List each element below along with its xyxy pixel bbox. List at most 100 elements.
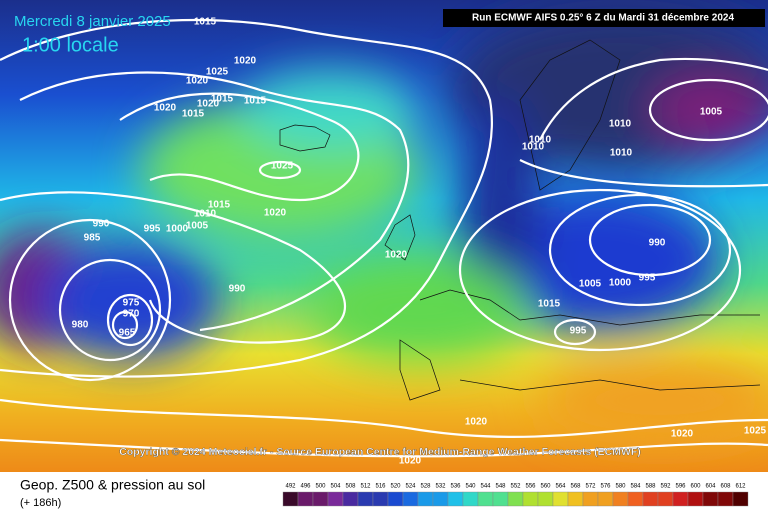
colorbar-label: 500 xyxy=(315,484,326,490)
colorbar-swatch xyxy=(717,491,734,507)
colorbar-label: 560 xyxy=(540,484,551,490)
colorbar-label: 520 xyxy=(390,484,401,490)
isobar-label: 1015 xyxy=(208,200,231,211)
colorbar-label: 544 xyxy=(480,484,491,490)
isobar-label: 1020 xyxy=(264,208,287,219)
isobar-label: 985 xyxy=(84,233,101,244)
isobar-label: 1025 xyxy=(744,426,767,437)
isobar-label: 1020 xyxy=(671,429,694,440)
colorbar-swatch xyxy=(282,491,299,507)
isobar-label: 1020 xyxy=(399,456,422,467)
isobar-label: 1020 xyxy=(465,417,488,428)
colorbar-swatch xyxy=(702,491,719,507)
isobar-label: 1010 xyxy=(609,119,632,130)
footer-lead: (+ 186h) xyxy=(20,497,61,509)
colorbar-swatch xyxy=(597,491,614,507)
colorbar-label: 572 xyxy=(585,484,596,490)
colorbar-swatch xyxy=(492,491,509,507)
colorbar-swatch xyxy=(507,491,524,507)
colorbar-swatch xyxy=(657,491,674,507)
colorbar-label: 532 xyxy=(435,484,446,490)
isobar-label: 1000 xyxy=(609,278,632,289)
isobar-label: 980 xyxy=(72,320,89,331)
colorbar-label: 580 xyxy=(615,484,626,490)
colorbar-label: 576 xyxy=(600,484,611,490)
isobars xyxy=(0,18,768,458)
colorbar-swatch xyxy=(342,491,359,507)
isobar-label: 995 xyxy=(570,326,587,337)
colorbar-label: 540 xyxy=(465,484,476,490)
colorbar: 492 496 500 504 508 512 516 520 524 528 532 536 540 5… xyxy=(282,484,749,507)
colorbar-label: 548 xyxy=(495,484,506,490)
isobar-label: 990 xyxy=(229,284,246,295)
isobar-label: 1010 xyxy=(194,209,217,220)
field xyxy=(0,0,768,472)
colorbar-swatch xyxy=(387,491,404,507)
isobar-label: 1020 xyxy=(234,56,257,67)
colorbar-swatch xyxy=(582,491,599,507)
isobar-label: 1005 xyxy=(700,107,723,118)
isobar-label: 1015 xyxy=(244,96,267,107)
isobar-label: 975 xyxy=(123,298,140,309)
colorbar-label: 568 xyxy=(570,484,581,490)
colorbar-label: 608 xyxy=(720,484,731,490)
isobar-label: 1025 xyxy=(206,67,229,78)
isobar-label: 1015 xyxy=(538,299,561,310)
isobar-label: 995 xyxy=(144,224,161,235)
colorbar-swatch xyxy=(537,491,554,507)
colorbar-swatch xyxy=(327,491,344,507)
isobar-label: 1020 xyxy=(186,76,209,87)
isobar-label: 970 xyxy=(123,309,140,320)
colorbar-label: 588 xyxy=(645,484,656,490)
colorbar-swatch xyxy=(372,491,389,507)
colorbar-swatch xyxy=(567,491,584,507)
isobar-label: 1015 xyxy=(182,109,205,120)
colorbar-label: 604 xyxy=(705,484,716,490)
colorbar-label: 492 xyxy=(285,484,296,490)
colorbar-label: 556 xyxy=(525,484,536,490)
colorbar-swatch xyxy=(417,491,434,507)
isobar-label: 1010 xyxy=(522,142,545,153)
isobar-label: 1000 xyxy=(166,224,189,235)
date: Mercredi 8 janvier 2025 xyxy=(14,13,171,30)
isobar-label: 965 xyxy=(119,328,136,339)
colorbar-label: 504 xyxy=(330,484,341,490)
colorbar-label: 592 xyxy=(660,484,671,490)
isobar-label: 1020 xyxy=(154,103,177,114)
colorbar-swatch xyxy=(642,491,659,507)
colorbar-label: 496 xyxy=(300,484,311,490)
copyright: Copyright © 2024 Meteociel.fr - Source E… xyxy=(119,446,641,458)
colorbar-label: 564 xyxy=(555,484,566,490)
isobar-label: 1025 xyxy=(271,161,294,172)
colorbar-label: 612 xyxy=(735,484,746,490)
colorbar-swatch xyxy=(432,491,449,507)
colorbar-swatch xyxy=(552,491,569,507)
colorbar-swatch xyxy=(357,491,374,507)
colorbar-label: 512 xyxy=(360,484,371,490)
time: 1:00 locale xyxy=(22,34,119,56)
colorbar-label: 516 xyxy=(375,484,386,490)
isobar-label: 1010 xyxy=(529,135,552,146)
colorbar-swatch xyxy=(732,491,749,507)
colorbar-swatch xyxy=(627,491,644,507)
colorbar-label: 524 xyxy=(405,484,416,490)
colorbar-label: 508 xyxy=(345,484,356,490)
colorbar-label: 596 xyxy=(675,484,686,490)
colorbar-swatch xyxy=(462,491,479,507)
isobar-label: 1015 xyxy=(211,94,234,105)
run-info: Run ECMWF AIFS 0.25° 6 Z du Mardi 31 déc… xyxy=(472,13,734,24)
isobar-label: 990 xyxy=(649,238,666,249)
colorbar-label: 552 xyxy=(510,484,521,490)
isobar-label: 1010 xyxy=(610,148,633,159)
colorbar-swatch xyxy=(522,491,539,507)
footer-title: Geop. Z500 & pression au sol xyxy=(20,477,205,493)
colorbar-label: 536 xyxy=(450,484,461,490)
colorbar-label: 528 xyxy=(420,484,431,490)
colorbar-label: 600 xyxy=(690,484,701,490)
colorbar-swatch xyxy=(687,491,704,507)
isobar-label: 990 xyxy=(93,219,110,230)
run-box xyxy=(443,9,765,27)
